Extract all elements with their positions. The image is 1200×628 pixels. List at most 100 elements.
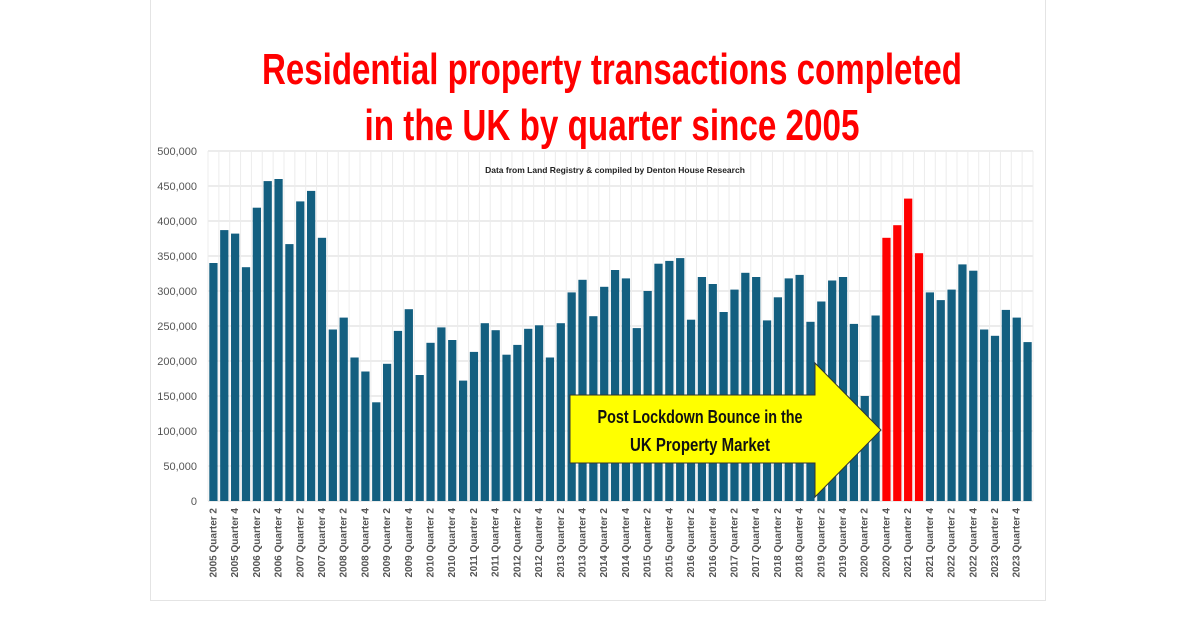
bar	[285, 244, 294, 501]
bar	[382, 363, 392, 501]
bar	[274, 179, 283, 501]
x-tick-label: 2010 Quarter 2	[426, 508, 437, 578]
x-tick-label: 2020 Quarter 4	[881, 508, 892, 578]
bar	[784, 278, 793, 501]
bar	[914, 253, 924, 501]
y-tick-label: 350,000	[157, 251, 197, 263]
bar	[534, 325, 544, 501]
bar	[350, 357, 359, 501]
x-tick-label: 2014 Quarter 4	[621, 508, 632, 578]
bar	[708, 284, 717, 501]
x-tick-label: 2023 Quarter 4	[1012, 508, 1023, 578]
bar	[448, 340, 457, 501]
bar	[469, 351, 479, 501]
x-tick-label: 2008 Quarter 2	[339, 508, 350, 578]
x-tick-label: 2011 Quarter 4	[491, 508, 502, 577]
y-tick-label: 150,000	[157, 391, 197, 403]
y-tick-label: 0	[191, 496, 197, 508]
annotation-line2: UK Property Market	[630, 435, 770, 455]
bar	[524, 328, 533, 501]
bar	[426, 342, 435, 501]
x-tick-label: 2007 Quarter 4	[317, 508, 328, 578]
x-tick-label: 2021 Quarter 2	[903, 508, 914, 578]
bar	[621, 278, 631, 501]
annotation-line1: Post Lockdown Bounce in the	[598, 407, 803, 427]
bar	[307, 190, 316, 501]
chart-subtitle: Data from Land Registry & compiled by De…	[485, 165, 745, 175]
bar	[415, 375, 424, 501]
bar	[980, 329, 989, 501]
bar	[502, 354, 511, 501]
x-tick-label: 2019 Quarter 4	[838, 508, 849, 578]
x-tick-label: 2020 Quarter 2	[860, 508, 871, 578]
bar	[600, 286, 609, 501]
x-tick-label: 2016 Quarter 2	[686, 508, 697, 578]
bar	[665, 260, 674, 501]
bar	[990, 335, 1000, 501]
bar	[296, 201, 305, 501]
bar	[936, 300, 945, 501]
x-tick-label: 2011 Quarter 2	[469, 508, 480, 577]
x-tick-label: 2013 Quarter 2	[556, 508, 567, 578]
bar	[491, 330, 500, 501]
x-tick-label: 2007 Quarter 2	[295, 508, 306, 578]
bar	[545, 357, 555, 501]
y-tick-label: 50,000	[163, 461, 197, 473]
x-tick-label: 2017 Quarter 2	[729, 508, 740, 578]
x-tick-label: 2017 Quarter 4	[751, 508, 762, 578]
bar	[252, 207, 261, 501]
chart-title-line1: Residential property transactions comple…	[262, 45, 962, 94]
y-tick-label: 400,000	[157, 216, 197, 228]
x-tick-label: 2018 Quarter 4	[795, 508, 806, 578]
x-tick-label: 2014 Quarter 2	[599, 508, 610, 578]
bar	[1023, 342, 1032, 501]
bar	[676, 258, 685, 501]
bar	[860, 396, 869, 501]
y-tick-label: 250,000	[157, 321, 197, 333]
x-tick-label: 2005 Quarter 2	[208, 508, 219, 578]
bar	[209, 263, 218, 501]
bar	[741, 272, 750, 501]
bar	[328, 329, 337, 501]
bar	[1012, 317, 1021, 501]
bar	[795, 274, 804, 501]
bar	[393, 330, 403, 501]
bar	[925, 292, 934, 501]
x-tick-label: 2016 Quarter 4	[708, 508, 719, 578]
bar	[882, 237, 891, 502]
bar	[556, 323, 565, 501]
bar	[263, 181, 272, 501]
x-tick-label: 2021 Quarter 4	[925, 508, 936, 578]
bar	[513, 344, 522, 501]
bar	[958, 264, 967, 501]
x-tick-label: 2006 Quarter 2	[252, 508, 263, 578]
bar	[361, 371, 370, 501]
x-tick-label: 2019 Quarter 2	[816, 508, 827, 578]
bar	[838, 277, 848, 501]
x-tick-label: 2010 Quarter 4	[447, 508, 458, 578]
bar	[969, 270, 978, 501]
bar	[610, 270, 620, 501]
x-tick-label: 2015 Quarter 2	[643, 508, 654, 578]
y-tick-label: 200,000	[157, 356, 197, 368]
bar	[339, 317, 348, 501]
y-tick-label: 300,000	[157, 286, 197, 298]
bar	[317, 237, 327, 502]
bar	[654, 263, 663, 501]
bar	[241, 267, 251, 501]
bar	[1001, 309, 1010, 501]
bar	[437, 327, 446, 501]
bar	[871, 315, 880, 501]
bar	[893, 225, 902, 501]
x-tick-label: 2012 Quarter 4	[534, 508, 545, 578]
x-tick-label: 2009 Quarter 2	[382, 508, 393, 578]
bar	[752, 277, 761, 501]
x-tick-label: 2009 Quarter 4	[404, 508, 415, 578]
bar	[404, 309, 413, 501]
bar	[947, 289, 956, 501]
x-tick-label: 2023 Quarter 2	[990, 508, 1001, 578]
bar	[231, 233, 240, 501]
x-tick-label: 2015 Quarter 4	[664, 508, 675, 578]
bar	[480, 323, 489, 501]
